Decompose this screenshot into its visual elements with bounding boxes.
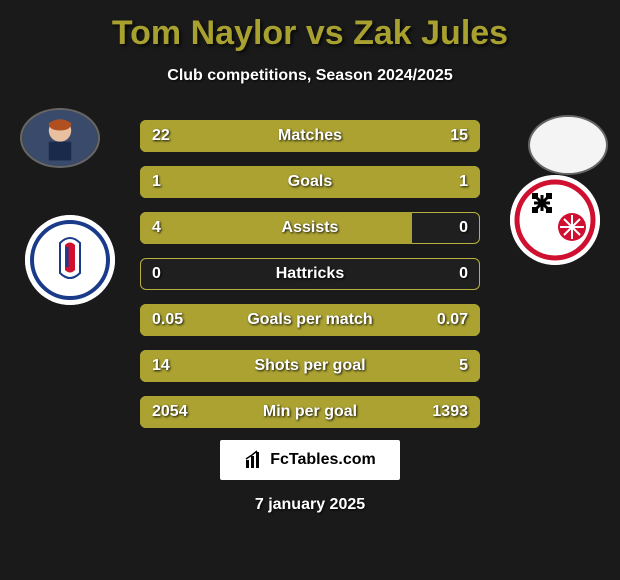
club-right-crest	[510, 175, 600, 265]
stat-label: Assists	[140, 219, 480, 237]
stat-row: 1 Goals 1	[140, 166, 480, 198]
bar-chart-icon	[244, 450, 264, 470]
date-text: 7 january 2025	[0, 496, 620, 514]
crest-icon	[25, 215, 115, 305]
branding-box[interactable]: FcTables.com	[220, 440, 400, 480]
avatar-placeholder-icon	[530, 117, 606, 173]
player-right-avatar	[528, 115, 608, 175]
stat-row: 14 Shots per goal 5	[140, 350, 480, 382]
page-title: Tom Naylor vs Zak Jules	[0, 0, 620, 53]
stat-value-right: 0	[459, 265, 468, 283]
stat-row: 0.05 Goals per match 0.07	[140, 304, 480, 336]
stat-label: Shots per goal	[140, 357, 480, 375]
crest-icon	[510, 175, 600, 265]
stat-row: 0 Hattricks 0	[140, 258, 480, 290]
stat-label: Goals per match	[140, 311, 480, 329]
subtitle: Club competitions, Season 2024/2025	[0, 67, 620, 85]
stat-label: Min per goal	[140, 403, 480, 421]
player-left-avatar	[20, 108, 100, 168]
branding-text: FcTables.com	[270, 451, 376, 469]
stat-value-right: 15	[450, 127, 468, 145]
stat-label: Hattricks	[140, 265, 480, 283]
stat-row: 22 Matches 15	[140, 120, 480, 152]
club-left-crest	[25, 215, 115, 305]
stat-value-right: 1393	[432, 403, 468, 421]
stats-container: 22 Matches 15 1 Goals 1 4 Assists 0 0 Ha…	[140, 120, 480, 442]
stat-row: 2054 Min per goal 1393	[140, 396, 480, 428]
stat-label: Goals	[140, 173, 480, 191]
stat-value-right: 1	[459, 173, 468, 191]
stat-row: 4 Assists 0	[140, 212, 480, 244]
stat-value-right: 0	[459, 219, 468, 237]
stat-value-right: 5	[459, 357, 468, 375]
avatar-placeholder-icon	[22, 110, 98, 166]
stat-label: Matches	[140, 127, 480, 145]
stat-value-right: 0.07	[437, 311, 468, 329]
